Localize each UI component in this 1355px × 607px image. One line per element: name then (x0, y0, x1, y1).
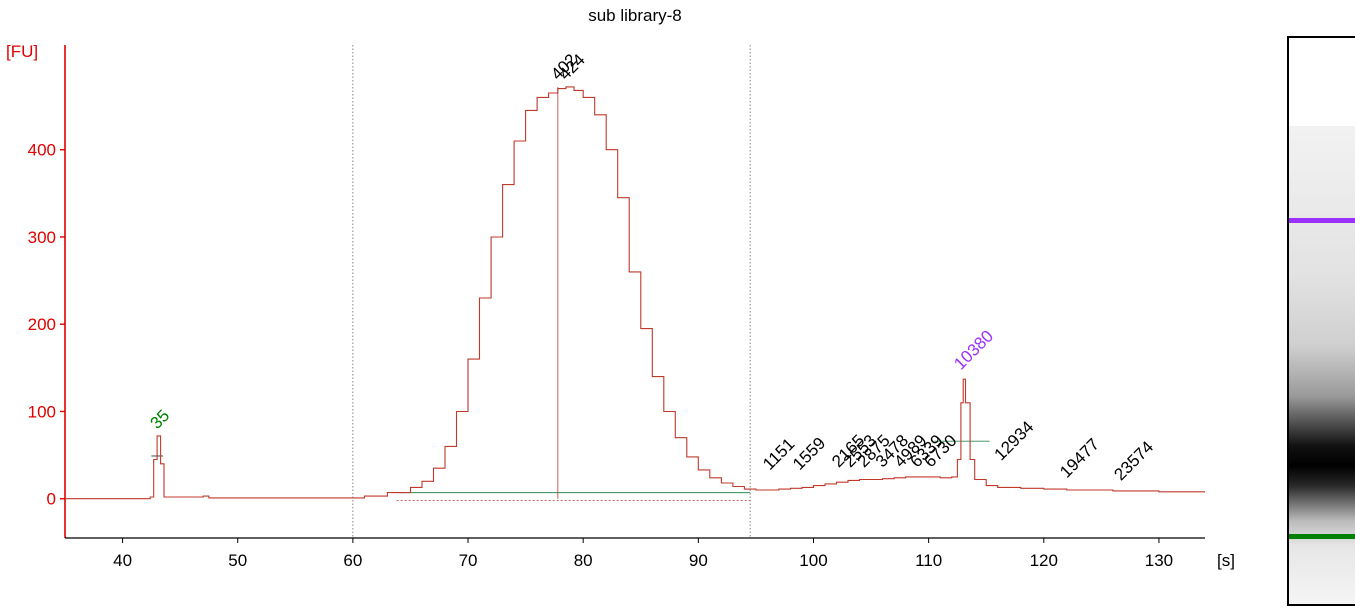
x-tick-label: 130 (1145, 551, 1173, 570)
lower-marker-band (1289, 534, 1355, 539)
chart-title: sub library-8 (588, 6, 682, 25)
x-tick-label: 120 (1030, 551, 1058, 570)
signal-trace (65, 86, 1205, 500)
peak-label: 12934 (991, 417, 1038, 464)
peak-label: 35 (147, 406, 174, 433)
peak-label: 19477 (1056, 435, 1103, 482)
y-tick-label: 100 (28, 402, 56, 421)
x-tick-label: 60 (343, 551, 362, 570)
x-tick-label: 100 (799, 551, 827, 570)
x-tick-label: 80 (574, 551, 593, 570)
y-axis-label: [FU] (6, 42, 38, 61)
y-tick-label: 300 (28, 228, 56, 247)
peak-label: 1151 (759, 434, 798, 473)
electropherogram-chart: 0 100 200 300 400 [FU] 40 50 60 70 80 90 100 110 120 13… (6, 42, 1235, 570)
x-tick-label: 70 (459, 551, 478, 570)
peak-label: 10380 (950, 327, 997, 374)
y-tick-label: 200 (28, 315, 56, 334)
x-tick-label: 110 (915, 551, 942, 570)
y-tick-label: 0 (47, 490, 56, 509)
y-tick-label: 400 (28, 141, 56, 160)
x-axis-label: [s] (1217, 551, 1235, 570)
peak-label: 1559 (789, 434, 829, 474)
gel-image (1287, 36, 1355, 606)
upper-marker-band (1289, 218, 1355, 223)
gel-lane (1289, 126, 1355, 604)
x-tick-label: 40 (113, 551, 132, 570)
x-tick-label: 50 (228, 551, 247, 570)
x-tick-label: 90 (689, 551, 708, 570)
peak-label: 23574 (1110, 437, 1157, 484)
